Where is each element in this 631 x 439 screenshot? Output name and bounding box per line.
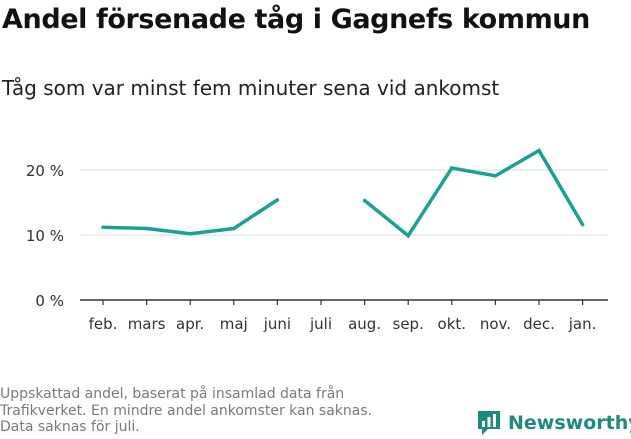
- y-tick-label: 0 %: [35, 292, 64, 310]
- footnote-line: Uppskattad andel, baserat på insamlad da…: [0, 386, 345, 402]
- x-tick-label: jan.: [568, 315, 597, 333]
- x-tick-label: juni: [263, 315, 291, 333]
- brand-name: Newsworthy: [508, 412, 631, 434]
- chart-subtitle: Tåg som var minst fem minuter sena vid a…: [2, 76, 500, 100]
- y-tick-label: 10 %: [26, 227, 64, 245]
- x-tick-label: maj: [220, 315, 248, 333]
- x-tick-label: nov.: [480, 315, 511, 333]
- chart-footnote: Uppskattad andel, baserat på insamlad da…: [0, 386, 430, 436]
- data-point: [406, 233, 410, 238]
- x-tick-label: apr.: [176, 315, 204, 333]
- x-tick-label: dec.: [523, 315, 555, 333]
- data-point: [188, 231, 192, 236]
- data-point: [362, 198, 367, 203]
- data-point: [537, 148, 541, 153]
- data-point: [275, 198, 280, 202]
- x-tick-label: aug.: [348, 315, 381, 333]
- data-point: [101, 225, 105, 229]
- brand-logo: Newsworthy: [476, 408, 631, 438]
- footnote-line: Data saknas för juli.: [0, 419, 140, 435]
- x-tick-label: juli: [309, 315, 332, 333]
- series-line: [102, 198, 279, 236]
- data-point: [144, 226, 149, 231]
- data-point: [493, 174, 498, 178]
- x-tick-label: feb.: [89, 315, 118, 333]
- x-tick-label: okt.: [438, 315, 467, 333]
- x-tick-label: sep.: [393, 315, 424, 333]
- x-tick-label: mars: [128, 315, 166, 333]
- y-tick-label: 20 %: [26, 162, 64, 180]
- bar-chart-icon: [478, 411, 500, 435]
- data-point: [580, 222, 585, 227]
- chart-title: Andel försenade tåg i Gagnefs kommun: [2, 4, 590, 35]
- data-point: [450, 166, 454, 170]
- data-point: [232, 226, 236, 231]
- line-chart: 0 % 10 % 20 % feb. mars apr. maj juni juli aug. se…: [26, 148, 608, 333]
- footnote-line: Trafikverket. En mindre andel ankomster …: [0, 402, 373, 419]
- series-line: [363, 148, 585, 239]
